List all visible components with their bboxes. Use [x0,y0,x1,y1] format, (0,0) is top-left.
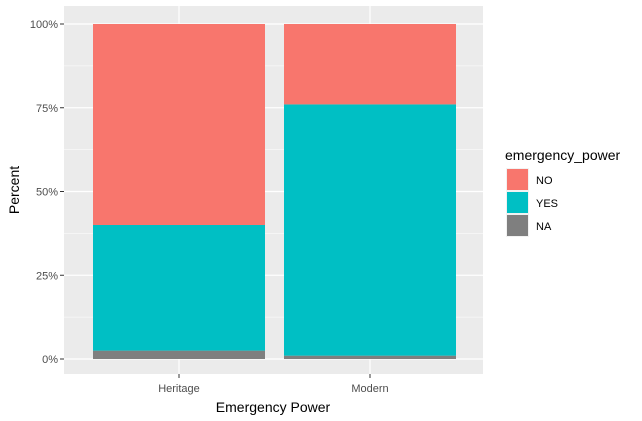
bar-heritage-yes [93,225,265,351]
legend-label-yes: YES [536,198,558,210]
y-tick-label: 100% [30,19,58,31]
legend-key-yes [507,192,528,213]
legend-label-na: NA [536,221,552,233]
legend: emergency_power NO YES NA [505,147,621,237]
legend-key-na [507,215,528,236]
y-tick-label: 50% [36,187,58,199]
bar-modern-no [284,24,456,105]
y-axis-title: Percent [6,166,22,214]
y-axis: 0% 25% 50% 75% 100% [30,19,64,366]
y-tick-label: 25% [36,270,58,282]
legend-key-no [507,169,528,190]
legend-label-no: NO [536,175,553,187]
bar-modern-yes [284,104,456,356]
bars [93,24,456,359]
y-tick-label: 75% [36,103,58,115]
bar-heritage-no [93,24,265,225]
x-axis: Heritage Modern [158,374,389,395]
x-tick-label: Heritage [158,383,200,395]
y-tick-label: 0% [42,354,58,366]
bar-heritage-na [93,350,265,359]
bar-modern-na [284,355,456,359]
x-axis-title: Emergency Power [216,399,331,415]
x-tick-label: Modern [351,383,388,395]
legend-title: emergency_power [505,147,621,163]
